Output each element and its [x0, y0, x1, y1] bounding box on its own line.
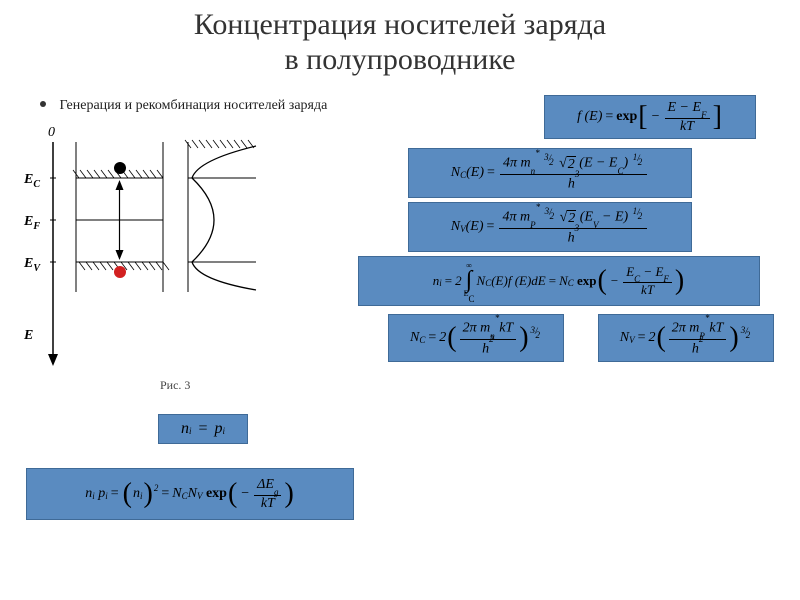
formula-nc: NC = 2 ( 2π mn*kT h2 ) 3/2: [388, 314, 564, 362]
band-diagram: 0 EC EF EV E: [18, 120, 278, 380]
f2-frac: 4π mn* 3/2 2 (E − EC) 1/2 h3: [500, 154, 647, 191]
bullet-icon: [40, 101, 46, 107]
svg-text:E: E: [23, 328, 33, 343]
formula-nv-e: NV(E) = 4π mP* 3/2 2 (EV − E) 1/2 h3: [408, 202, 692, 252]
f1-exp: exp: [616, 109, 637, 124]
svg-text:EF: EF: [23, 214, 40, 232]
f3-frac: 4π mP* 3/2 2 (EV − E) 1/2 h3: [499, 208, 647, 245]
formula-mass-action: ni pi = ( ni )2 = NC NV exp ( − ΔEg kT ): [26, 468, 354, 520]
formula-ni-integral: ni = 2 ∞ ∫ EC NC(E) f (E)dE = NC exp ( −…: [358, 256, 760, 306]
formula-ni-pi: ni = pi: [158, 414, 248, 444]
formula-nv: NV = 2 ( 2π mP*kT h2 ) 3/2: [598, 314, 774, 362]
rparen-icon: ): [675, 268, 684, 293]
f1-neg: −: [652, 109, 660, 124]
rbracket-icon: ]: [713, 104, 722, 129]
bullet-subtitle: Генерация и рекомбинация носителей заряд…: [40, 98, 327, 114]
formula-nc-e: NC(E) = 4π mn* 3/2 2 (E − EC) 1/2 h3: [408, 148, 692, 198]
title-line-2: в полупроводнике: [285, 43, 516, 76]
lparen-icon: (: [598, 268, 607, 293]
svg-text:0: 0: [48, 125, 55, 140]
formula-fermi: f (E) = exp [ − E − EF kT ]: [544, 95, 756, 139]
f1-frac: E − EF kT: [665, 100, 710, 134]
integral-icon: ∞ ∫ EC: [464, 262, 475, 301]
figure-caption: Рис. 3: [160, 378, 190, 393]
lbracket-icon: [: [638, 104, 647, 129]
bullet-text: Генерация и рекомбинация носителей заряд…: [60, 98, 328, 113]
title-line-1: Концентрация носителей заряда: [194, 8, 606, 41]
svg-text:EC: EC: [23, 172, 40, 190]
f1-lhs: f (E): [577, 109, 602, 124]
page-title: Концентрация носителей заряда в полупров…: [0, 0, 800, 81]
svg-text:EV: EV: [23, 256, 41, 274]
f1-eq: =: [605, 109, 613, 124]
